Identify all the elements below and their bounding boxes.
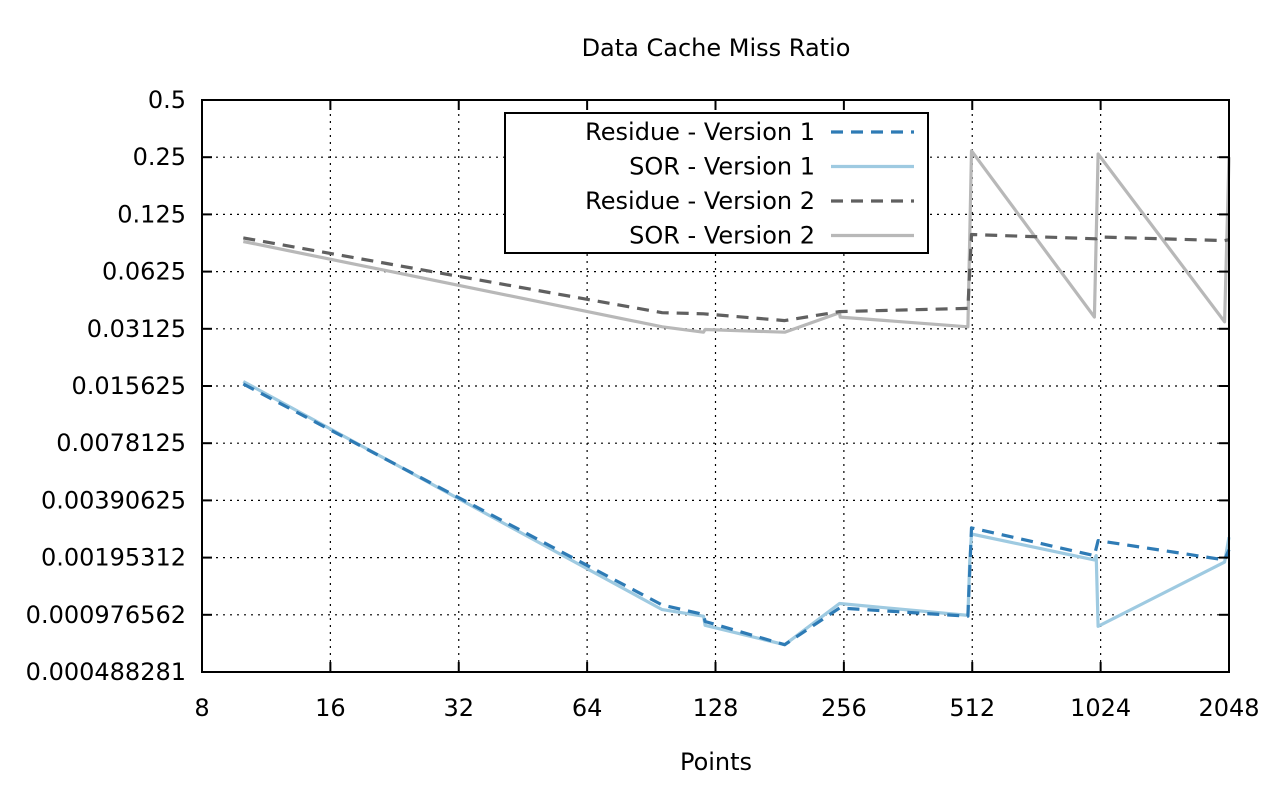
y-tick-label: 0.000488281: [26, 658, 186, 686]
x-tick-label: 16: [315, 694, 346, 722]
legend-label: Residue - Version 2: [585, 187, 815, 215]
y-tick-label: 0.00390625: [41, 486, 186, 514]
series-line-sor-version-2: [242, 149, 1231, 334]
x-tick-label: 128: [693, 694, 739, 722]
series-lines: [242, 149, 1231, 647]
legend-box: [504, 112, 929, 254]
x-tick-label: 256: [821, 694, 867, 722]
y-tick-labels: 0.5 0.25 0.125 0.0625 0.03125 0.015625 0.00781…: [26, 86, 186, 686]
y-tick-label: 0.25: [133, 143, 186, 171]
grid: [202, 100, 1229, 672]
y-tick-label: 0.03125: [87, 315, 186, 343]
y-tick-label: 0.000976562: [26, 601, 186, 629]
series-line-residue-version-1: [242, 382, 1231, 647]
y-tick-label: 0.0078125: [56, 429, 186, 457]
chart-title: Data Cache Miss Ratio: [582, 34, 851, 62]
x-tick-label: 2048: [1198, 694, 1259, 722]
x-tick-label: 512: [949, 694, 995, 722]
legend-label: Residue - Version 1: [585, 118, 815, 146]
x-tick-label: 8: [194, 694, 209, 722]
legend: Residue - Version 1 SOR - Version 1 Residu…: [504, 112, 929, 254]
x-tick-label: 32: [443, 694, 474, 722]
x-tick-label: 64: [572, 694, 603, 722]
y-tick-label: 0.0625: [102, 258, 186, 286]
legend-label: SOR - Version 1: [629, 153, 815, 181]
x-tick-labels: 8 16 32 64 128 256 512 1024 2048: [194, 694, 1259, 722]
legend-label: SOR - Version 2: [629, 222, 815, 250]
x-tick-label: 1024: [1070, 694, 1131, 722]
y-tick-label: 0.5: [148, 86, 186, 114]
y-tick-label: 0.015625: [71, 372, 186, 400]
x-axis-label: Points: [680, 748, 752, 776]
y-tick-label: 0.125: [117, 200, 186, 228]
axis-ticks: [201, 99, 1230, 673]
y-tick-label: 0.00195312: [41, 544, 186, 572]
